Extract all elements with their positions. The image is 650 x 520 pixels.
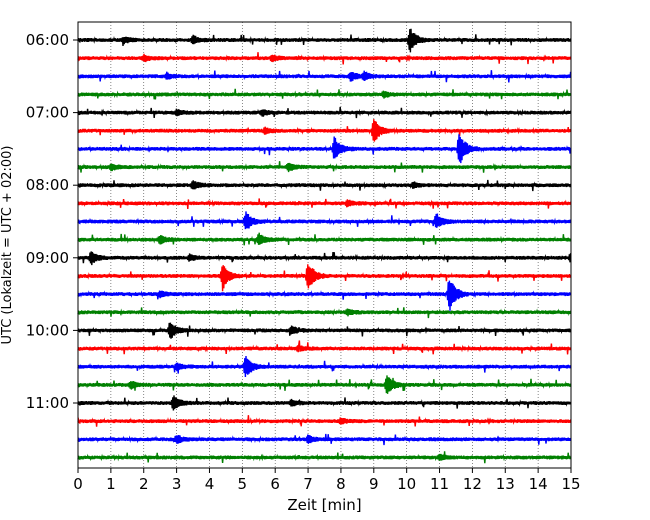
- seismogram-trace: [77, 70, 572, 83]
- seismogram-trace: [77, 433, 572, 446]
- seismogram-trace: [77, 28, 572, 53]
- x-tick-label: 14: [529, 475, 548, 493]
- seismogram-trace: [77, 88, 572, 100]
- seismogram-trace: [77, 251, 572, 266]
- seismogram-trace: [77, 415, 572, 427]
- y-tick-label: 09:00: [26, 249, 69, 267]
- seismogram-trace: [77, 280, 572, 311]
- vertical-grid: [110, 22, 539, 468]
- x-tick-label: 6: [270, 475, 280, 493]
- seismogram-trace: [77, 356, 572, 378]
- trace-group: [77, 28, 572, 464]
- x-tick-label: 8: [336, 475, 346, 493]
- seismogram-trace: [77, 198, 572, 210]
- seismogram-trace: [77, 264, 572, 292]
- seismogram-trace: [77, 375, 572, 394]
- x-tick-label: 2: [139, 475, 149, 493]
- x-tick-label: 12: [463, 475, 482, 493]
- seismogram-trace: [77, 134, 572, 164]
- x-tick-label: 1: [106, 475, 116, 493]
- seismogram-trace: [77, 106, 572, 119]
- y-axis: 06:00 07:00 08:00 09:00 10:00 11:00: [26, 31, 78, 412]
- x-tick-label: 13: [496, 475, 515, 493]
- seismogram-trace: [77, 161, 572, 173]
- x-tick-label: 15: [561, 475, 580, 493]
- x-tick-label: 10: [397, 475, 416, 493]
- x-tick-label: 5: [238, 475, 248, 493]
- seismogram-trace: [77, 395, 572, 411]
- x-tick-label: 3: [172, 475, 182, 493]
- x-tick-label: 4: [205, 475, 215, 493]
- x-tick-label: 7: [303, 475, 313, 493]
- seismogram-trace: [77, 179, 572, 192]
- x-tick-label: 0: [73, 475, 83, 493]
- x-axis-label: Zeit [min]: [287, 496, 361, 514]
- x-tick-label: 9: [369, 475, 379, 493]
- seismogram-trace: [77, 119, 572, 142]
- y-tick-label: 06:00: [26, 31, 69, 49]
- seismogram-trace: [77, 52, 572, 65]
- seismogram-trace: [77, 211, 572, 230]
- y-tick-label: 07:00: [26, 104, 69, 122]
- x-axis: 0 1 2 3 4 5 6 7 8 9 10 11 12 13 14 15: [73, 468, 581, 493]
- seismogram-trace: [77, 451, 572, 464]
- y-axis-label: UTC (Lokalzeit = UTC + 02:00): [0, 146, 15, 345]
- y-tick-label: 10:00: [26, 321, 69, 339]
- seismogram-trace: [77, 307, 572, 319]
- seismogram-trace: [77, 232, 572, 246]
- x-tick-label: 11: [430, 475, 449, 493]
- seismogram-trace: [77, 340, 572, 355]
- plot-frame: [77, 21, 572, 469]
- y-tick-label: 08:00: [26, 176, 69, 194]
- seismogram-trace: [77, 322, 572, 339]
- y-tick-label: 11:00: [26, 394, 69, 412]
